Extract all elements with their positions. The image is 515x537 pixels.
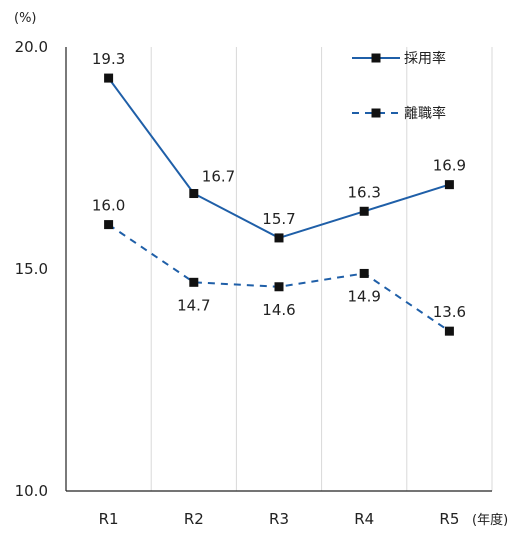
grid-lines <box>150 47 493 491</box>
legend-marker <box>371 108 381 118</box>
data-label: 14.9 <box>347 287 380 305</box>
x-tick-label: R3 <box>269 510 289 528</box>
data-label: 16.9 <box>433 157 466 175</box>
x-tick-label: R2 <box>184 510 204 528</box>
legend-label: 採用率 <box>404 50 446 67</box>
legend-label: 離職率 <box>404 105 446 122</box>
data-label: 14.6 <box>262 301 295 319</box>
data-point-marker <box>104 220 114 230</box>
series-group <box>104 73 454 336</box>
data-point-marker <box>359 206 369 216</box>
legend-marker <box>371 53 381 63</box>
data-point-marker <box>444 326 454 336</box>
x-tick-label: R5 <box>439 510 459 528</box>
data-label: 13.6 <box>433 303 466 321</box>
data-point-marker <box>359 268 369 278</box>
tick-labels: 10.0 15.0 20.0 R1 R2 R3 R4 R5 <box>15 38 460 528</box>
y-axis-unit-label: (%) <box>14 11 37 26</box>
y-tick-label: 10.0 <box>15 482 48 500</box>
data-point-marker <box>104 73 114 83</box>
y-tick-label: 15.0 <box>15 260 48 278</box>
data-point-marker <box>444 180 454 190</box>
data-label: 19.3 <box>92 50 125 68</box>
data-label: 16.0 <box>92 197 125 215</box>
axes <box>65 47 492 492</box>
data-point-marker <box>189 277 199 287</box>
data-point-marker <box>274 233 284 243</box>
data-label: 15.7 <box>262 210 295 228</box>
data-point-marker <box>189 189 199 199</box>
y-tick-label: 20.0 <box>15 38 48 56</box>
x-tick-label: R4 <box>354 510 374 528</box>
data-point-marker <box>274 282 284 292</box>
x-axis-unit-label: (年度) <box>472 512 508 528</box>
x-tick-label: R1 <box>99 510 119 528</box>
data-label: 16.7 <box>202 168 235 186</box>
data-labels: 19.3 16.7 15.7 16.3 16.9 16.0 14.7 14.6 14.9 13.6 <box>92 50 466 321</box>
data-label: 14.7 <box>177 296 210 314</box>
data-label: 16.3 <box>347 183 380 201</box>
